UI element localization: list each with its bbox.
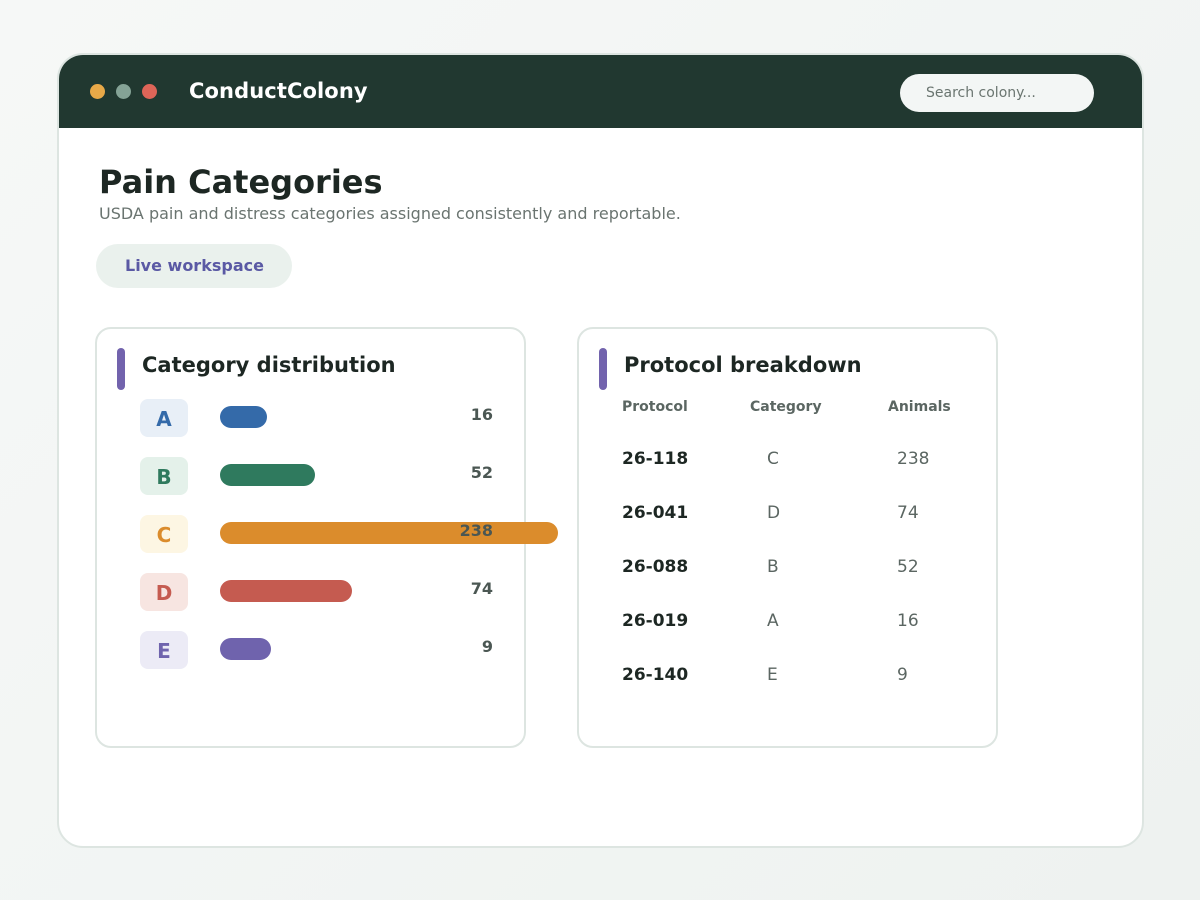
column-header-protocol[interactable]: Protocol <box>622 399 688 415</box>
protocol-category: A <box>767 611 779 631</box>
protocol-animals: 9 <box>897 665 908 685</box>
distribution-row-c: C 238 <box>97 515 558 555</box>
table-row[interactable]: 26-088 B 52 <box>579 557 996 587</box>
protocol-category: C <box>767 449 779 469</box>
category-badge: A <box>140 399 188 437</box>
distribution-row-b: B 52 <box>97 457 524 497</box>
card-title: Category distribution <box>142 353 396 377</box>
protocol-category: E <box>767 665 778 685</box>
category-count: 238 <box>459 521 493 540</box>
protocol-animals: 16 <box>897 611 919 631</box>
category-count: 74 <box>470 579 493 598</box>
category-badge: B <box>140 457 188 495</box>
category-bar <box>220 638 271 660</box>
category-count: 52 <box>470 463 493 482</box>
distribution-row-d: D 74 <box>97 573 524 613</box>
category-badge: E <box>140 631 188 669</box>
protocol-category: B <box>767 557 779 577</box>
category-count: 16 <box>470 405 493 424</box>
protocol-animals: 52 <box>897 557 919 577</box>
table-row[interactable]: 26-041 D 74 <box>579 503 996 533</box>
protocol-id: 26-140 <box>622 665 689 685</box>
category-badge: D <box>140 573 188 611</box>
page-title: Pain Categories <box>99 163 383 201</box>
category-bar <box>220 406 267 428</box>
distribution-row-a: A 16 <box>97 399 524 439</box>
category-bar <box>220 580 352 602</box>
title-bar: ConductColony <box>59 55 1142 128</box>
minimize-dot-icon[interactable] <box>90 84 105 99</box>
category-count: 9 <box>481 637 493 656</box>
protocol-id: 26-019 <box>622 611 689 631</box>
page-subtitle: USDA pain and distress categories assign… <box>99 204 681 223</box>
column-header-animals[interactable]: Animals <box>888 399 951 415</box>
card-title: Protocol breakdown <box>624 353 862 377</box>
app-window: ConductColony Pain Categories USDA pain … <box>57 53 1144 848</box>
search-input[interactable] <box>900 74 1094 112</box>
protocol-id: 26-118 <box>622 449 689 469</box>
close-dot-icon[interactable] <box>142 84 157 99</box>
table-row[interactable]: 26-140 E 9 <box>579 665 996 695</box>
protocol-category: D <box>767 503 781 523</box>
column-header-category[interactable]: Category <box>750 399 822 415</box>
protocol-id: 26-041 <box>622 503 689 523</box>
category-bar <box>220 522 558 544</box>
distribution-row-e: E 9 <box>97 631 524 671</box>
protocol-breakdown-card: Protocol breakdown Protocol Category Ani… <box>577 327 998 748</box>
table-row[interactable]: 26-118 C 238 <box>579 449 996 479</box>
maximize-dot-icon[interactable] <box>116 84 131 99</box>
app-title: ConductColony <box>189 79 368 103</box>
table-row[interactable]: 26-019 A 16 <box>579 611 996 641</box>
protocol-animals: 74 <box>897 503 919 523</box>
live-workspace-chip[interactable]: Live workspace <box>96 244 292 288</box>
card-accent-bar <box>117 348 125 390</box>
category-distribution-card: Category distribution A 16 B 52 C 238 D … <box>95 327 558 748</box>
card-accent-bar <box>599 348 607 390</box>
category-bar <box>220 464 315 486</box>
category-badge: C <box>140 515 188 553</box>
protocol-id: 26-088 <box>622 557 689 577</box>
protocol-animals: 238 <box>897 449 930 469</box>
